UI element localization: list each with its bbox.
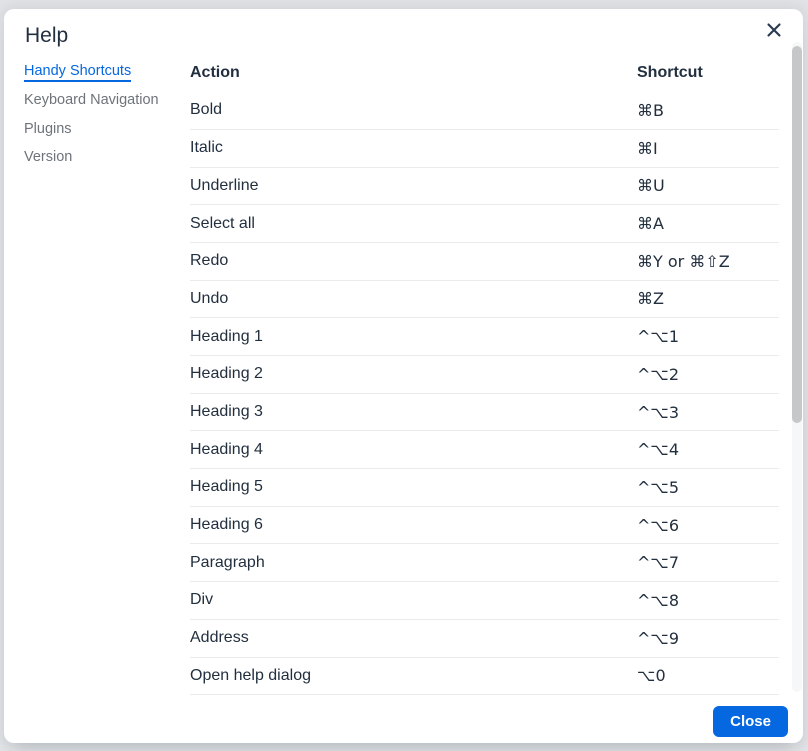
- shortcut-cell: ⌘Z: [637, 280, 779, 319]
- sidebar-item-plugins[interactable]: Plugins: [24, 115, 184, 143]
- sidebar-item-label: Version: [24, 149, 73, 166]
- table-row: Div ^⌥8: [190, 581, 779, 620]
- shortcuts-table: Action Shortcut Bold ⌘B Italic ⌘I Underline ⌘…: [190, 54, 779, 696]
- shortcut-cell: ^⌥5: [637, 468, 779, 507]
- action-cell: Bold: [190, 91, 637, 130]
- action-cell: Heading 3: [190, 393, 637, 432]
- column-header-action: Action: [190, 63, 240, 81]
- action-cell: Div: [190, 581, 637, 620]
- table-row: Select all ⌘A: [190, 204, 779, 243]
- sidebar-item-label: Keyboard Navigation: [24, 92, 159, 109]
- table-row: Open help dialog ⌥0: [190, 657, 779, 696]
- table-row: Redo ⌘Y or ⌘⇧Z: [190, 242, 779, 281]
- table-row: Heading 1 ^⌥1: [190, 317, 779, 356]
- shortcut-cell: ^⌥8: [637, 581, 779, 620]
- shortcut-cell: ⌘I: [637, 129, 779, 168]
- shortcut-cell: ⌥0: [637, 657, 779, 696]
- table-row: Underline ⌘U: [190, 167, 779, 206]
- shortcut-cell: ⌘B: [637, 91, 779, 130]
- table-row: Bold ⌘B: [190, 91, 779, 130]
- scrollbar-thumb[interactable]: [792, 46, 802, 423]
- shortcut-cell: ⌘A: [637, 204, 779, 243]
- table-row: Heading 5 ^⌥5: [190, 468, 779, 507]
- shortcuts-table-body: Bold ⌘B Italic ⌘I Underline ⌘U Select all ⌘A Red…: [190, 91, 779, 696]
- table-row: Paragraph ^⌥7: [190, 543, 779, 583]
- table-row: Undo ⌘Z: [190, 280, 779, 319]
- close-icon: [766, 22, 782, 38]
- shortcut-cell: ^⌥4: [637, 430, 779, 470]
- action-cell: Heading 5: [190, 468, 637, 507]
- action-cell: Heading 1: [190, 317, 637, 356]
- shortcuts-table-container: Action Shortcut Bold ⌘B Italic ⌘I Underline ⌘…: [190, 54, 779, 696]
- table-row: Address ^⌥9: [190, 619, 779, 658]
- shortcut-cell: ^⌥2: [637, 355, 779, 394]
- sidebar-item-label: Handy Shortcuts: [24, 63, 132, 82]
- help-dialog: Help Handy Shortcuts Keyboard Navigation P…: [4, 9, 803, 743]
- action-cell: Redo: [190, 242, 637, 281]
- close-button[interactable]: Close: [713, 706, 788, 737]
- column-header-shortcut: Shortcut: [637, 63, 703, 81]
- sidebar-item-handy-shortcuts[interactable]: Handy Shortcuts: [24, 58, 184, 86]
- action-cell: Heading 4: [190, 430, 637, 470]
- action-cell: Italic: [190, 129, 637, 168]
- shortcut-cell: ^⌥1: [637, 317, 779, 356]
- table-row: Italic ⌘I: [190, 129, 779, 168]
- action-cell: Undo: [190, 280, 637, 319]
- shortcut-cell: ⌘U: [637, 167, 779, 206]
- shortcut-cell: ^⌥9: [637, 619, 779, 658]
- action-cell: Heading 2: [190, 355, 637, 394]
- shortcut-cell: ⌘Y or ⌘⇧Z: [637, 242, 779, 281]
- dialog-title: Help: [25, 24, 69, 47]
- sidebar-item-label: Plugins: [24, 120, 72, 137]
- shortcut-cell: ^⌥3: [637, 393, 779, 432]
- shortcut-cell: ^⌥6: [637, 506, 779, 545]
- action-cell: Underline: [190, 167, 637, 206]
- action-cell: Heading 6: [190, 506, 637, 545]
- action-cell: Open help dialog: [190, 657, 637, 696]
- shortcut-cell: ^⌥7: [637, 543, 779, 583]
- table-row: Heading 3 ^⌥3: [190, 393, 779, 432]
- table-header-row: Action Shortcut: [190, 54, 779, 92]
- action-cell: Select all: [190, 204, 637, 243]
- action-cell: Paragraph: [190, 543, 637, 583]
- help-tab-list: Handy Shortcuts Keyboard Navigation Plugin…: [24, 58, 184, 171]
- table-row: Heading 6 ^⌥6: [190, 506, 779, 545]
- close-dialog-button[interactable]: [765, 21, 783, 39]
- table-row: Heading 4 ^⌥4: [190, 430, 779, 470]
- action-cell: Address: [190, 619, 637, 658]
- table-row: Heading 2 ^⌥2: [190, 355, 779, 394]
- sidebar-item-version[interactable]: Version: [24, 143, 184, 171]
- sidebar-item-keyboard-navigation[interactable]: Keyboard Navigation: [24, 86, 184, 114]
